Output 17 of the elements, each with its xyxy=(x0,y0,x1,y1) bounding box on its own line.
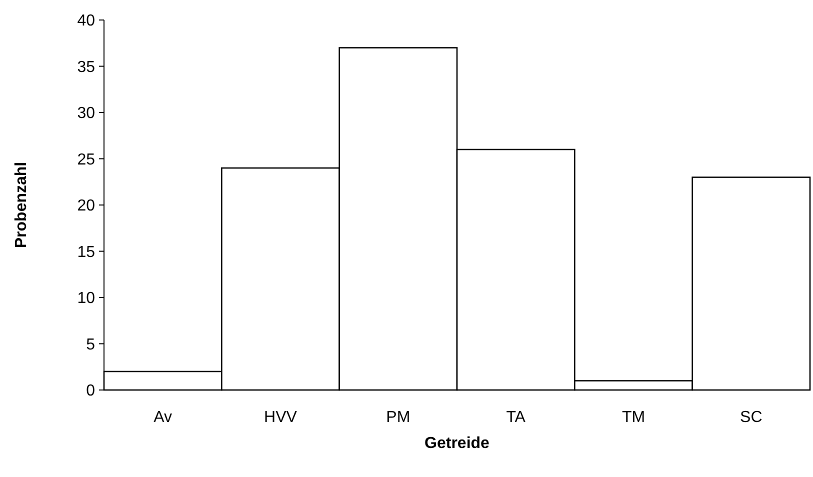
y-tick-label: 30 xyxy=(77,105,96,122)
x-tick-label: TA xyxy=(506,409,526,426)
y-tick-label: 15 xyxy=(77,244,96,261)
y-tick-label: 35 xyxy=(77,58,96,76)
x-tick-label: HVV xyxy=(264,409,298,426)
x-tick-label: Av xyxy=(154,409,172,426)
x-tick-label: TM xyxy=(622,409,646,426)
x-axis-title: Getreide xyxy=(424,435,490,452)
y-tick-label: 0 xyxy=(86,382,96,400)
y-tick-label: 20 xyxy=(77,198,96,215)
x-tick-label: PM xyxy=(386,409,410,426)
y-tick-label: 25 xyxy=(77,151,96,168)
x-tick-label: SC xyxy=(740,409,762,426)
y-axis-title: Probenzahl xyxy=(13,162,30,248)
y-tick-label: 10 xyxy=(77,290,96,308)
y-tick-label: 40 xyxy=(77,12,96,30)
y-tick-label: 5 xyxy=(86,336,96,354)
